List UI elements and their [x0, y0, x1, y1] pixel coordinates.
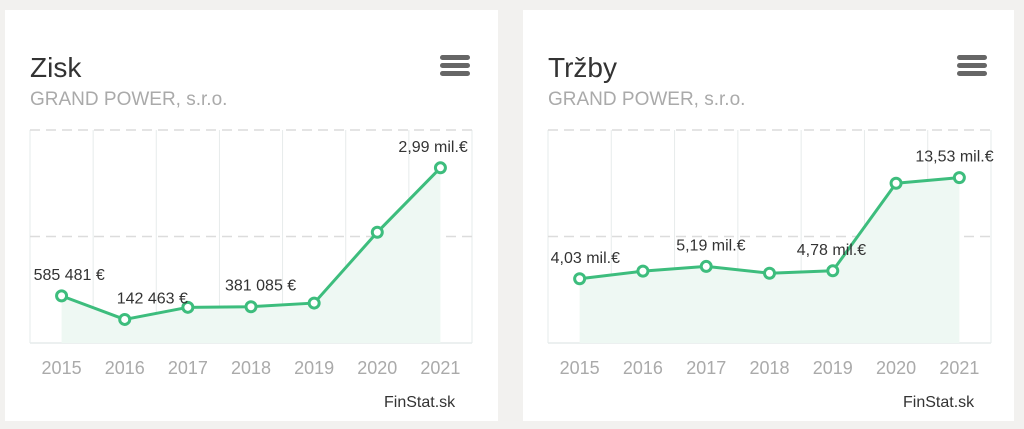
data-label: 585 481 € [34, 267, 105, 284]
company-name: GRAND POWER, s.r.o. [30, 89, 228, 110]
data-point-marker [55, 289, 69, 303]
data-point-marker [763, 266, 776, 280]
x-axis-tick-label: 2016 [105, 358, 145, 378]
x-axis-tick-label: 2021 [420, 358, 460, 378]
data-point-marker [889, 176, 903, 190]
x-axis-tick-label: 2018 [231, 358, 271, 378]
data-label: 381 085 € [225, 278, 296, 295]
trzby-card: Tržby GRAND POWER, s.r.o. 4,03 mil.€ 5,19… [523, 10, 1014, 421]
hamburger-menu-icon[interactable] [440, 52, 470, 86]
data-point-marker [244, 300, 258, 314]
x-axis-tick-label: 2020 [357, 358, 397, 378]
x-axis-tick-label: 2015 [42, 358, 82, 378]
data-point-marker [433, 161, 447, 175]
data-point-marker [699, 259, 713, 273]
trzby-line-chart: 4,03 mil.€ 5,19 mil.€ 4,78 mil.€ 13,53 mil.… [547, 129, 994, 378]
x-axis-tick-label: 2017 [686, 358, 726, 378]
zisk-card: Zisk GRAND POWER, s.r.o. 585 481 € 142 46… [5, 10, 498, 421]
data-label: 4,78 mil.€ [797, 242, 866, 259]
area-fill [61, 167, 441, 343]
data-point-marker [952, 171, 966, 185]
data-point-marker [307, 296, 321, 310]
zisk-line-chart: 585 481 € 142 463 € 381 085 € 2,99 mil.€ 201… [29, 129, 473, 378]
finstat-credit-link[interactable]: FinStat.sk [903, 394, 975, 411]
x-axis-tick-label: 2019 [813, 358, 853, 378]
hamburger-menu-icon[interactable] [957, 52, 987, 86]
data-point-marker [118, 312, 132, 326]
x-axis-tick-label: 2020 [876, 358, 916, 378]
data-label: 2,99 mil.€ [398, 139, 467, 156]
chart-title: Zisk [30, 52, 82, 83]
x-axis-tick-label: 2019 [294, 358, 334, 378]
x-axis-tick-label: 2016 [623, 358, 663, 378]
chart-title: Tržby [548, 52, 617, 83]
data-point-marker [636, 264, 650, 278]
x-axis-tick-label: 2021 [939, 358, 979, 378]
finstat-credit-link[interactable]: FinStat.sk [384, 394, 456, 411]
data-point-marker [181, 300, 195, 314]
data-label: 4,03 mil.€ [551, 250, 620, 267]
data-point-marker [826, 264, 840, 278]
x-axis-tick-label: 2017 [168, 358, 208, 378]
data-point-marker [370, 225, 384, 239]
data-label: 142 463 € [117, 290, 188, 307]
x-axis-tick-label: 2015 [560, 358, 600, 378]
data-label: 13,53 mil.€ [915, 149, 993, 166]
area-fill [579, 177, 960, 343]
data-point-marker [573, 272, 587, 286]
company-name: GRAND POWER, s.r.o. [548, 89, 746, 110]
data-label: 5,19 mil.€ [676, 237, 745, 254]
x-axis-tick-label: 2018 [749, 358, 789, 378]
